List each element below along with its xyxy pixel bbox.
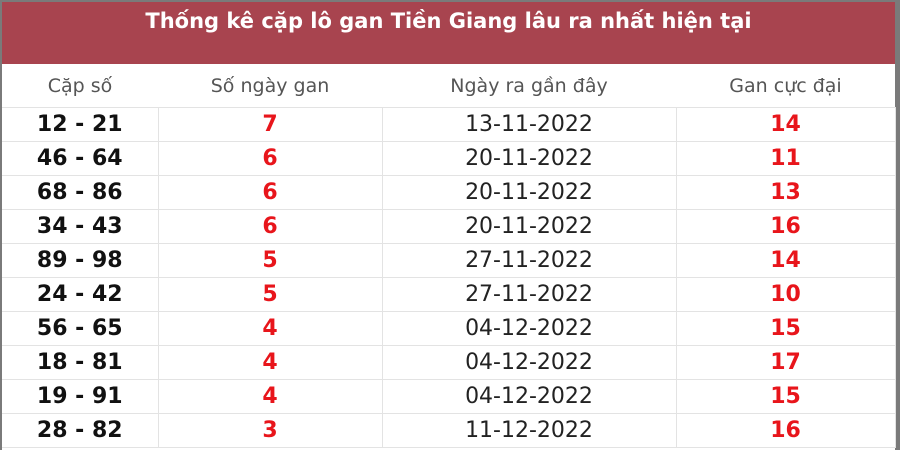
- table-row: 28 - 82 3 11-12-2022 16: [2, 413, 896, 448]
- max-gan-cell: 16: [675, 209, 896, 244]
- days-cell: 3: [157, 413, 383, 448]
- last-date-cell: 04-12-2022: [381, 311, 677, 346]
- max-gan-cell: 14: [675, 243, 896, 278]
- days-cell: 5: [157, 243, 383, 278]
- table-row: 89 - 98 5 27-11-2022 14: [2, 243, 896, 278]
- pair-cell: 56 - 65: [2, 311, 159, 346]
- last-date-cell: 11-12-2022: [381, 413, 677, 448]
- table-row: 19 - 91 4 04-12-2022 15: [2, 379, 896, 414]
- pair-cell: 34 - 43: [2, 209, 159, 244]
- max-gan-cell: 13: [675, 175, 896, 210]
- last-date-cell: 20-11-2022: [381, 175, 677, 210]
- days-cell: 4: [157, 379, 383, 414]
- last-date-cell: 27-11-2022: [381, 277, 677, 312]
- table-row: 46 - 64 6 20-11-2022 11: [2, 141, 896, 176]
- days-cell: 6: [157, 141, 383, 176]
- table-row: 24 - 42 5 27-11-2022 10: [2, 277, 896, 312]
- pair-cell: 19 - 91: [2, 379, 159, 414]
- pair-cell: 46 - 64: [2, 141, 159, 176]
- last-date-cell: 20-11-2022: [381, 141, 677, 176]
- pair-cell: 89 - 98: [2, 243, 159, 278]
- table-row: 68 - 86 6 20-11-2022 13: [2, 175, 896, 210]
- max-gan-cell: 16: [675, 413, 896, 448]
- days-cell: 6: [157, 175, 383, 210]
- pair-cell: 28 - 82: [2, 413, 159, 448]
- table-title: Thống kê cặp lô gan Tiền Giang lâu ra nh…: [2, 2, 895, 64]
- last-date-cell: 20-11-2022: [381, 209, 677, 244]
- column-header-last-date: Ngày ra gần đây: [382, 64, 676, 108]
- days-cell: 4: [157, 311, 383, 346]
- pair-cell: 12 - 21: [2, 107, 159, 142]
- last-date-cell: 27-11-2022: [381, 243, 677, 278]
- table-row: 34 - 43 6 20-11-2022 16: [2, 209, 896, 244]
- max-gan-cell: 10: [675, 277, 896, 312]
- max-gan-cell: 15: [675, 311, 896, 346]
- days-cell: 5: [157, 277, 383, 312]
- last-date-cell: 13-11-2022: [381, 107, 677, 142]
- column-header-days: Số ngày gan: [158, 64, 382, 108]
- max-gan-cell: 15: [675, 379, 896, 414]
- days-cell: 7: [157, 107, 383, 142]
- days-cell: 6: [157, 209, 383, 244]
- table-row: 56 - 65 4 04-12-2022 15: [2, 311, 896, 346]
- header-row: Cặp số Số ngày gan Ngày ra gần đây Gan c…: [2, 64, 895, 108]
- pair-cell: 68 - 86: [2, 175, 159, 210]
- max-gan-cell: 11: [675, 141, 896, 176]
- table-row: 12 - 21 7 13-11-2022 14: [2, 107, 896, 142]
- pair-cell: 24 - 42: [2, 277, 159, 312]
- table-row: 18 - 81 4 04-12-2022 17: [2, 345, 896, 380]
- pair-cell: 18 - 81: [2, 345, 159, 380]
- lo-gan-table: Cặp số Số ngày gan Ngày ra gần đây Gan c…: [2, 64, 896, 448]
- last-date-cell: 04-12-2022: [381, 379, 677, 414]
- max-gan-cell: 14: [675, 107, 896, 142]
- column-header-max-gan: Gan cực đại: [676, 64, 895, 108]
- column-header-pair: Cặp số: [2, 64, 158, 108]
- days-cell: 4: [157, 345, 383, 380]
- last-date-cell: 04-12-2022: [381, 345, 677, 380]
- max-gan-cell: 17: [675, 345, 896, 380]
